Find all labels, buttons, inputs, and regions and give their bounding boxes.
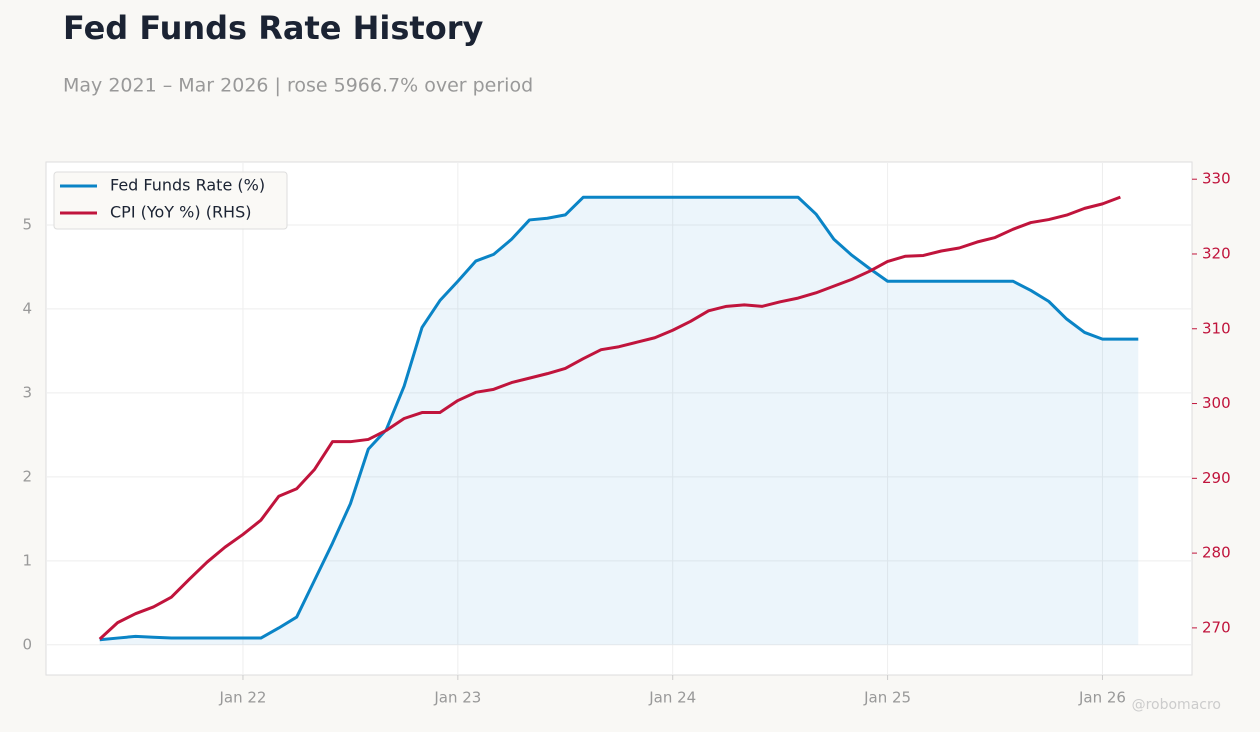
y-tick-label: 2: [22, 467, 32, 485]
line: [99, 195, 1139, 642]
y2-tick-label: 330: [1202, 170, 1231, 188]
legend-label: CPI (YoY %) (RHS): [110, 203, 251, 222]
legend-box: [53, 171, 288, 230]
y-tick-label: 3: [22, 383, 32, 401]
line: [98, 195, 1121, 641]
y2-tick-label: 290: [1202, 469, 1231, 487]
x-tick-label: Jan 22: [218, 689, 266, 707]
y2-tick-label: 300: [1202, 394, 1231, 412]
y2-tick-label: 310: [1202, 319, 1231, 337]
x-tick-label: Jan 26: [1078, 689, 1126, 707]
x-tick-label: Jan 25: [863, 689, 911, 707]
chart-title: Fed Funds Rate History: [63, 9, 483, 47]
x-tick-label: Jan 23: [433, 689, 481, 707]
watermark: @robomacro: [1132, 697, 1221, 713]
legend-label: Fed Funds Rate (%): [110, 176, 265, 195]
y2-tick-label: 280: [1202, 544, 1231, 562]
y2-tick-label: 270: [1202, 618, 1231, 636]
plot-area: [45, 161, 1193, 676]
y-tick-label: 1: [22, 551, 32, 569]
area: [99, 197, 1139, 645]
x-tick-label: Jan 24: [648, 689, 696, 707]
chart-subtitle: May 2021 – Mar 2026 | rose 5966.7% over …: [63, 75, 533, 97]
y2-tick-label: 320: [1202, 244, 1231, 262]
grid: [46, 162, 1192, 675]
y-tick-label: 5: [22, 215, 32, 233]
y-tick-label: 0: [22, 635, 32, 653]
y-tick-label: 4: [22, 299, 32, 317]
